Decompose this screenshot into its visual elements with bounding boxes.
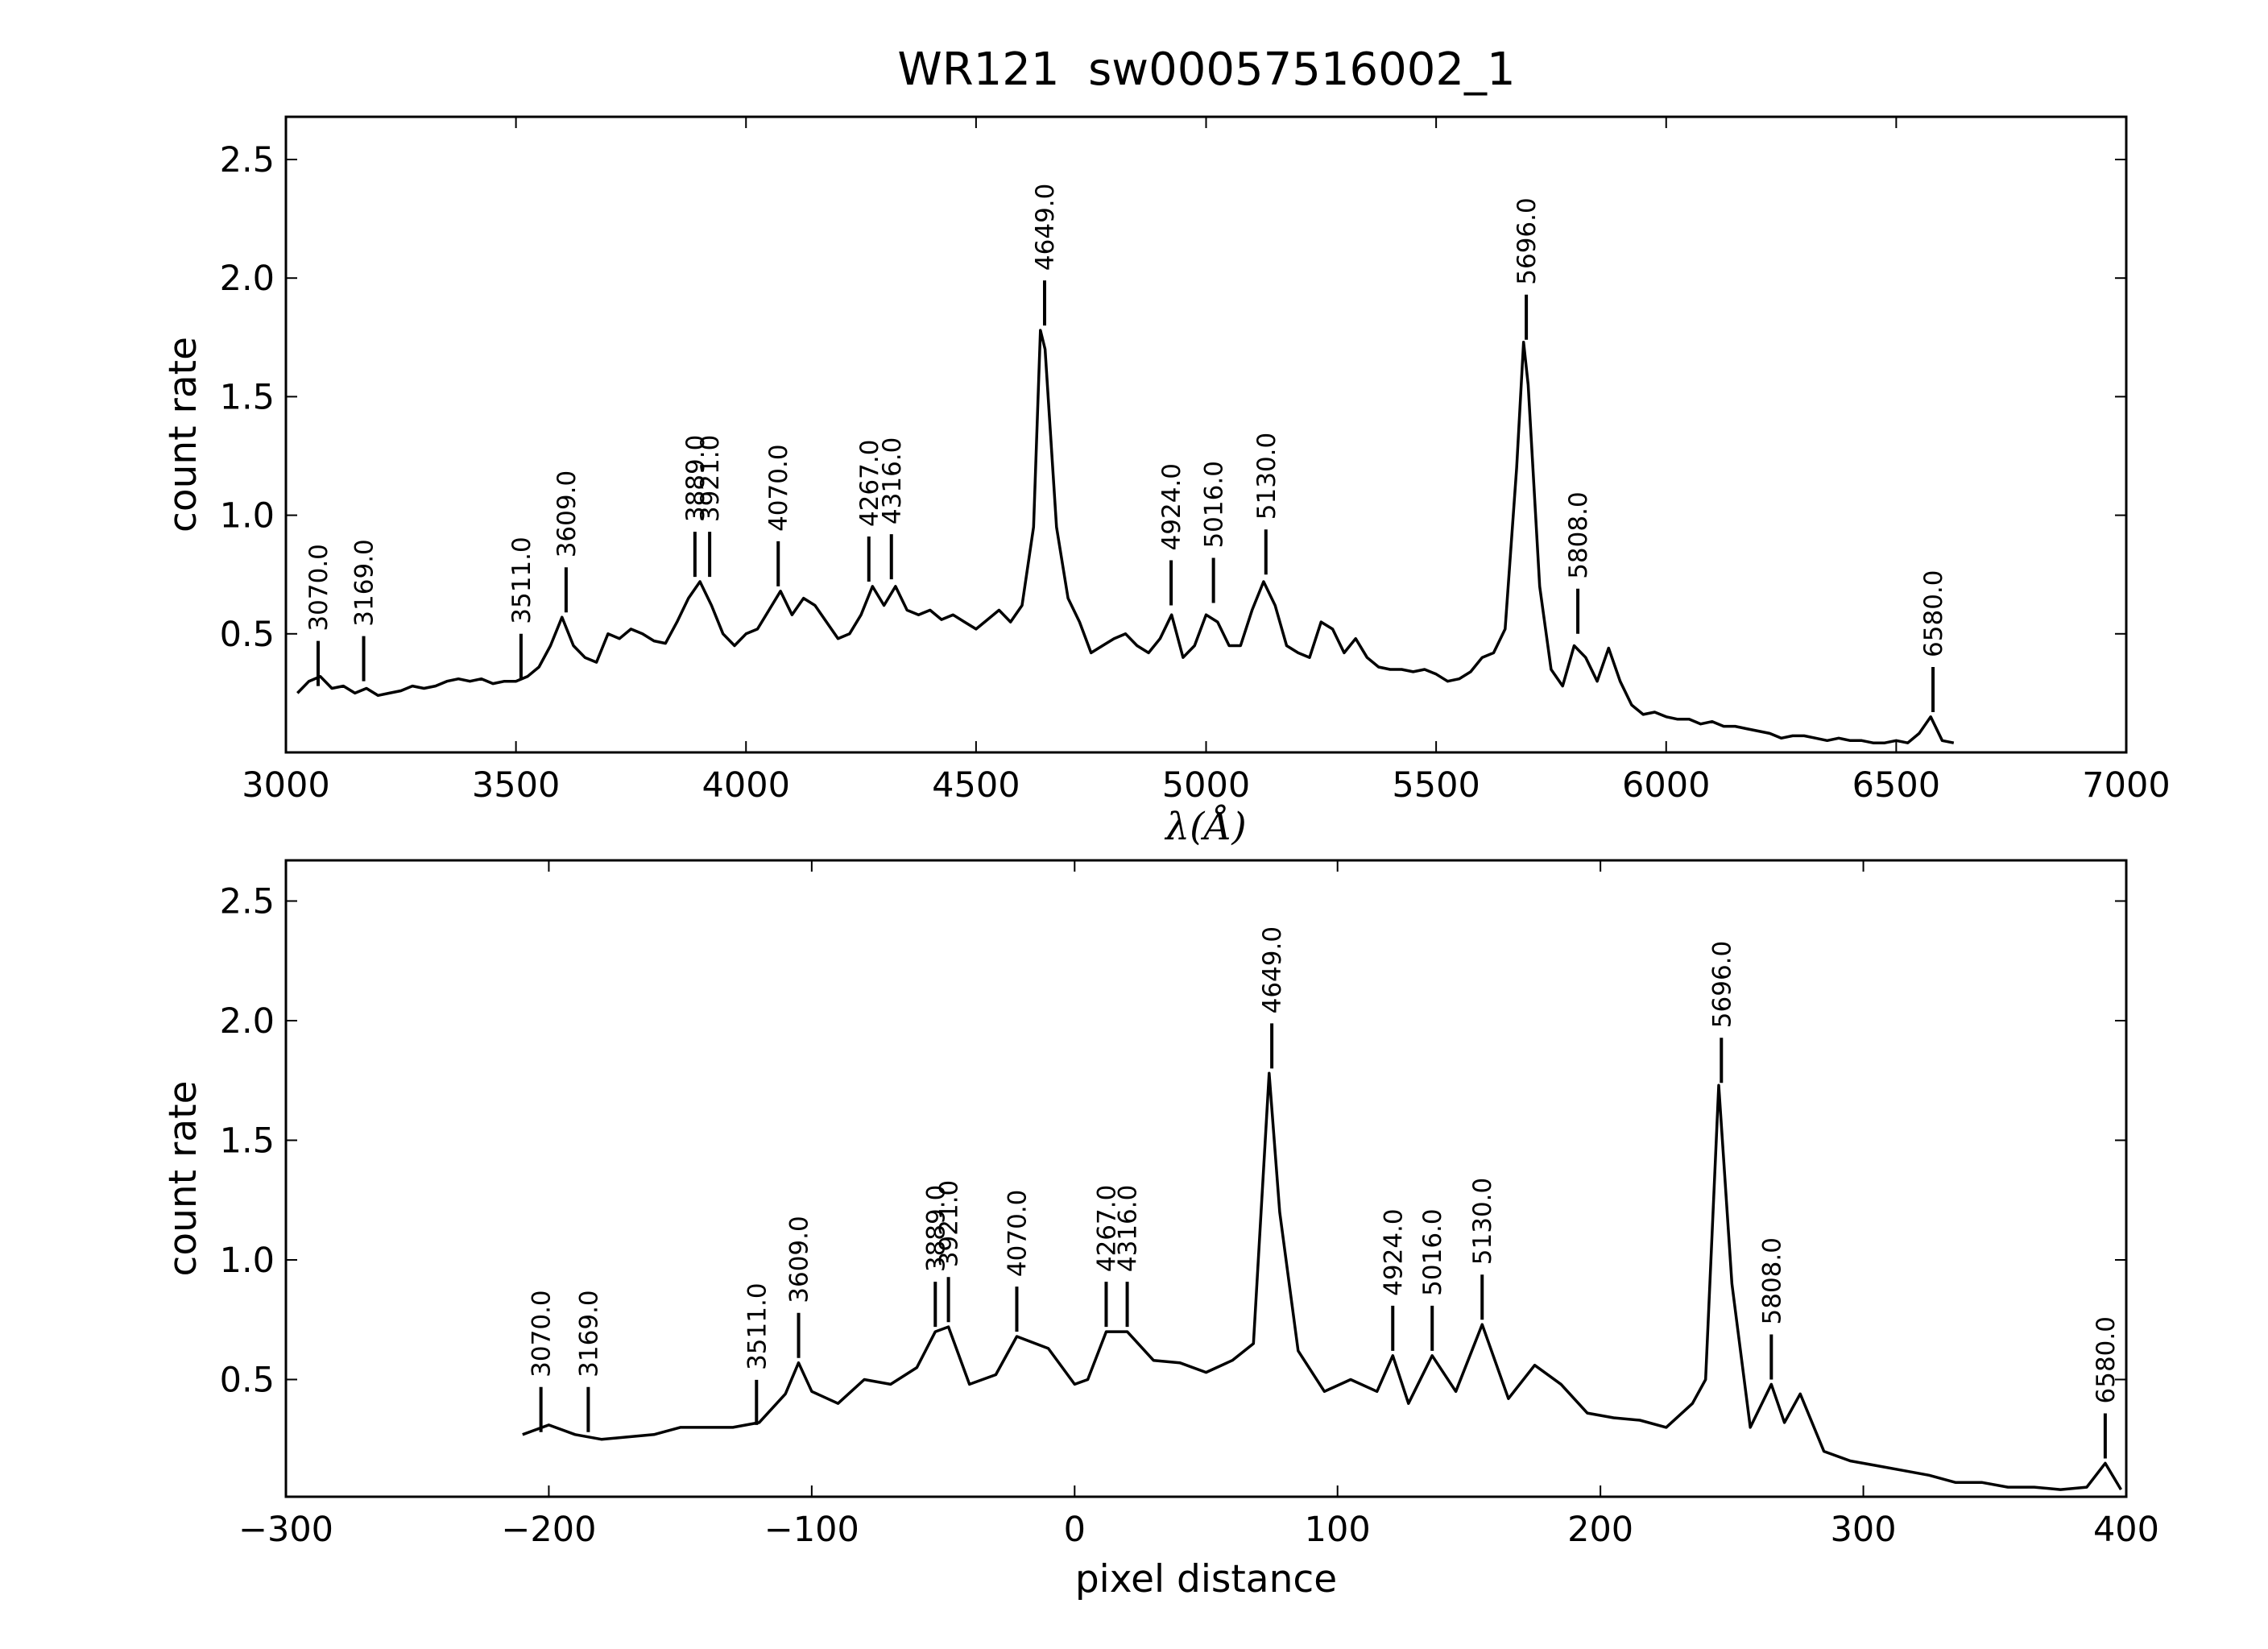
line-label: 4267.0 xyxy=(855,440,884,527)
line-label: 5808.0 xyxy=(1564,491,1593,578)
x-tick-label: 5500 xyxy=(1392,765,1480,806)
line-label: 4924.0 xyxy=(1379,1208,1408,1295)
line-label: 5696.0 xyxy=(1513,197,1542,284)
plot-frame xyxy=(284,115,2128,754)
y-axis-label: count rate xyxy=(161,337,205,532)
line-label: 4316.0 xyxy=(1114,1185,1143,1272)
x-tick-label: 300 xyxy=(1831,1510,1897,1550)
line-label: 3609.0 xyxy=(553,470,581,557)
y-tick-label: 2.0 xyxy=(220,1001,275,1042)
line-label: 5016.0 xyxy=(1200,461,1229,548)
x-tick-label: 4500 xyxy=(932,765,1020,806)
line-label: 3609.0 xyxy=(785,1216,814,1303)
line-label: 4924.0 xyxy=(1157,463,1186,550)
x-tick-label: 200 xyxy=(1567,1510,1633,1550)
x-tick-label: −200 xyxy=(501,1510,596,1550)
x-axis-label: pixel distance xyxy=(1075,1557,1337,1601)
y-tick-label: 2.5 xyxy=(220,881,275,922)
y-axis-label: count rate xyxy=(161,1080,205,1276)
line-label: 5696.0 xyxy=(1707,941,1736,1028)
line-label: 6580.0 xyxy=(1919,570,1948,657)
line-label: 3511.0 xyxy=(743,1282,772,1369)
x-tick-label: 4000 xyxy=(702,765,790,806)
line-label: 3921.0 xyxy=(696,435,725,522)
x-tick-label: 6500 xyxy=(1852,765,1940,806)
line-label: 3169.0 xyxy=(350,539,379,626)
plot-frame xyxy=(284,859,2128,1498)
spectrum-line xyxy=(296,329,1955,744)
line-label: 3070.0 xyxy=(304,544,333,631)
line-label: 3921.0 xyxy=(935,1180,964,1267)
line-label: 4070.0 xyxy=(1003,1190,1032,1277)
line-label: 3889.0 xyxy=(681,435,710,522)
y-tick-label: 2.0 xyxy=(220,259,275,299)
line-label: 4070.0 xyxy=(764,444,793,531)
x-tick-label: 7000 xyxy=(2082,765,2170,806)
line-label: 5130.0 xyxy=(1468,1178,1497,1265)
x-tick-label: 100 xyxy=(1305,1510,1371,1550)
spectrum-line xyxy=(522,1071,2123,1491)
line-label: 5016.0 xyxy=(1418,1208,1447,1295)
line-label: 3889.0 xyxy=(921,1185,950,1272)
x-axis-label: λ(Å) xyxy=(1164,804,1246,849)
line-label: 4267.0 xyxy=(1092,1185,1121,1272)
x-tick-label: 0 xyxy=(1064,1510,1086,1550)
x-tick-label: −300 xyxy=(238,1510,333,1550)
x-tick-label: 5000 xyxy=(1162,765,1250,806)
y-tick-label: 0.5 xyxy=(220,615,275,655)
x-tick-label: −100 xyxy=(764,1510,859,1550)
y-tick-label: 1.0 xyxy=(220,1241,275,1281)
line-label: 4649.0 xyxy=(1258,926,1287,1013)
line-label: 4316.0 xyxy=(878,437,907,524)
chart-title: WR121 sw00057516002_1 xyxy=(897,44,1515,96)
line-label: 3511.0 xyxy=(507,537,536,624)
line-label: 4649.0 xyxy=(1031,184,1060,271)
line-label: 5808.0 xyxy=(1757,1237,1786,1324)
y-tick-label: 1.5 xyxy=(220,377,275,417)
y-tick-label: 0.5 xyxy=(220,1360,275,1400)
x-tick-label: 3000 xyxy=(242,765,329,806)
line-label: 3070.0 xyxy=(528,1290,557,1377)
y-tick-label: 1.0 xyxy=(220,496,275,537)
line-label: 5130.0 xyxy=(1252,433,1281,520)
y-tick-label: 1.5 xyxy=(220,1121,275,1161)
x-tick-label: 3500 xyxy=(472,765,560,806)
y-tick-label: 2.5 xyxy=(220,140,275,180)
x-tick-label: 6000 xyxy=(1622,765,1710,806)
line-label: 6580.0 xyxy=(2092,1316,2121,1403)
x-tick-label: 400 xyxy=(2093,1510,2159,1550)
line-label: 3169.0 xyxy=(574,1290,603,1377)
